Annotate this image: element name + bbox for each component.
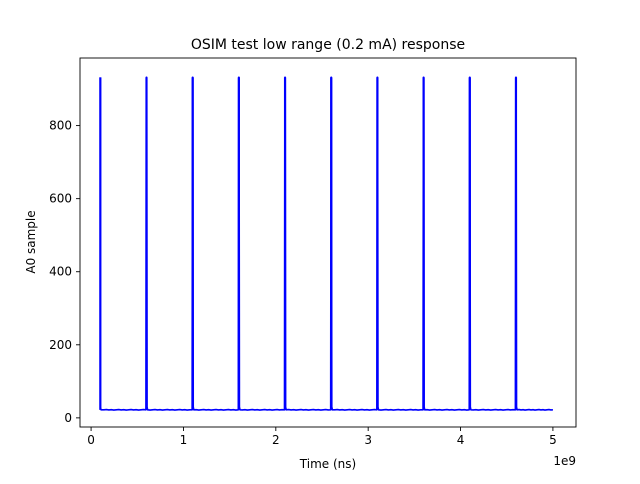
y-tick-label: 400 [49, 265, 72, 279]
x-axis-label: Time (ns) [299, 457, 356, 471]
x-axis: 0 1 2 3 4 5 [87, 427, 557, 447]
x-axis-offset-label: 1e9 [553, 454, 576, 468]
x-tick-label: 0 [87, 433, 95, 447]
y-tick-label: 0 [64, 411, 72, 425]
x-tick-label: 2 [272, 433, 280, 447]
x-tick-label: 4 [457, 433, 465, 447]
x-tick-label: 3 [364, 433, 372, 447]
y-tick-label: 200 [49, 338, 72, 352]
plot-area [99, 76, 553, 411]
x-tick-label: 5 [549, 433, 557, 447]
y-axis-label: A0 sample [24, 210, 38, 273]
chart-title: OSIM test low range (0.2 mA) response [191, 37, 465, 53]
y-tick-label: 600 [49, 192, 72, 206]
axes-frame [79, 57, 577, 428]
y-tick-label: 800 [49, 119, 72, 133]
x-tick-label: 1 [180, 433, 188, 447]
y-axis: 0 200 400 600 800 [49, 119, 80, 425]
series-line-0 [99, 76, 553, 411]
